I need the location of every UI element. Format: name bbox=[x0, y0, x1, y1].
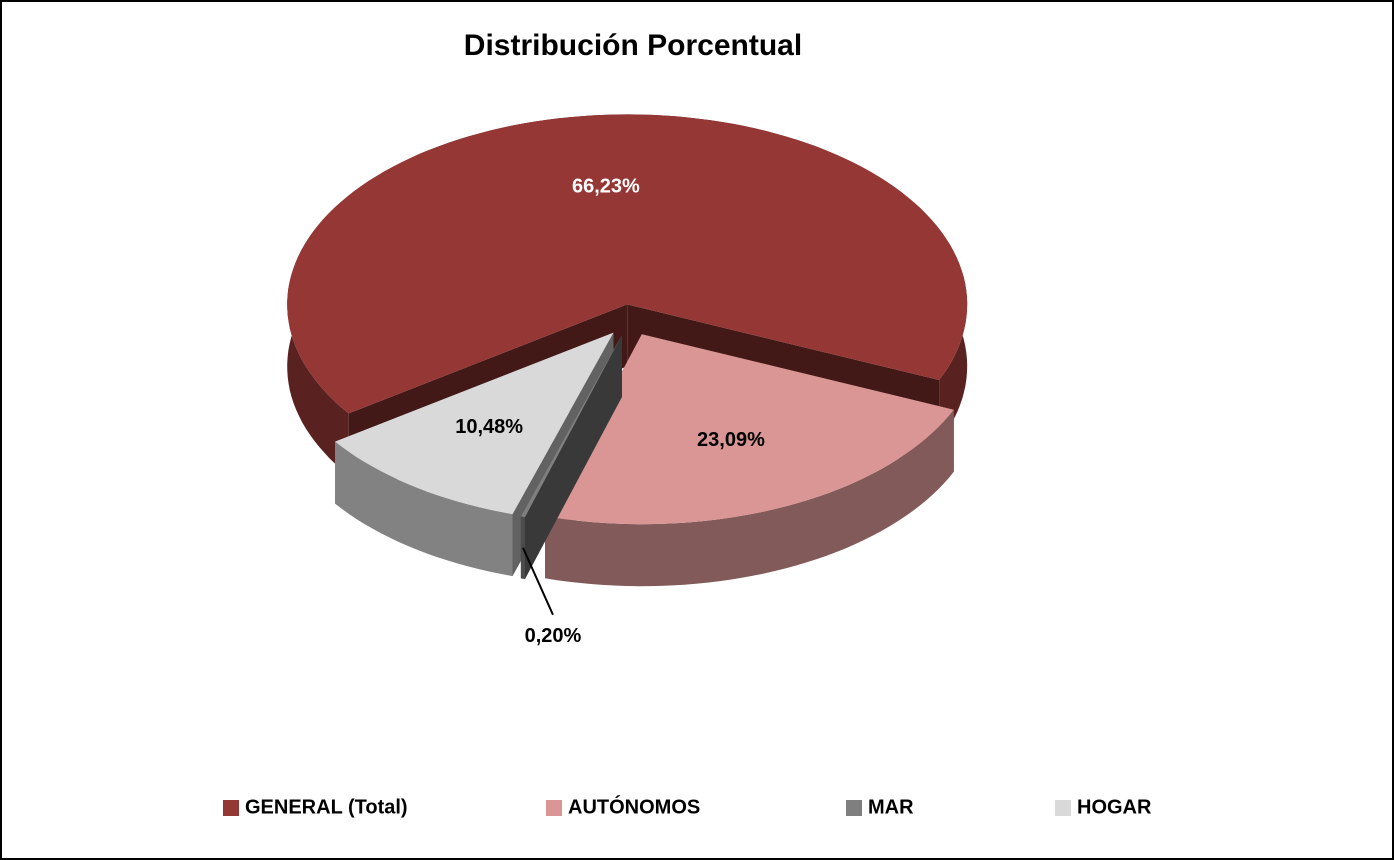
chart-title: Distribución Porcentual bbox=[464, 29, 802, 62]
slice-rim bbox=[545, 409, 954, 587]
data-label: 0,20% bbox=[525, 625, 582, 647]
data-label: 66,23% bbox=[572, 176, 640, 198]
legend-label: AUTÓNOMOS bbox=[568, 794, 700, 818]
legend-swatch bbox=[546, 800, 562, 816]
legend-label: MAR bbox=[868, 796, 914, 818]
slice-top bbox=[287, 114, 968, 414]
legend-swatch bbox=[846, 800, 862, 816]
slice-top bbox=[335, 332, 614, 515]
legend-swatch bbox=[223, 800, 239, 816]
slice-wall bbox=[520, 335, 622, 579]
data-label: 10,48% bbox=[455, 416, 523, 438]
slice-rim bbox=[520, 516, 525, 580]
legend-swatch bbox=[1055, 800, 1071, 816]
slice-rim bbox=[335, 441, 513, 577]
slice-top bbox=[520, 335, 622, 518]
legend-label: GENERAL (Total) bbox=[245, 796, 408, 818]
legend-label: HOGAR bbox=[1077, 796, 1152, 818]
data-label: 23,09% bbox=[697, 429, 765, 451]
leader-line bbox=[522, 547, 554, 616]
slice-top bbox=[545, 334, 954, 525]
slice bbox=[520, 335, 622, 580]
